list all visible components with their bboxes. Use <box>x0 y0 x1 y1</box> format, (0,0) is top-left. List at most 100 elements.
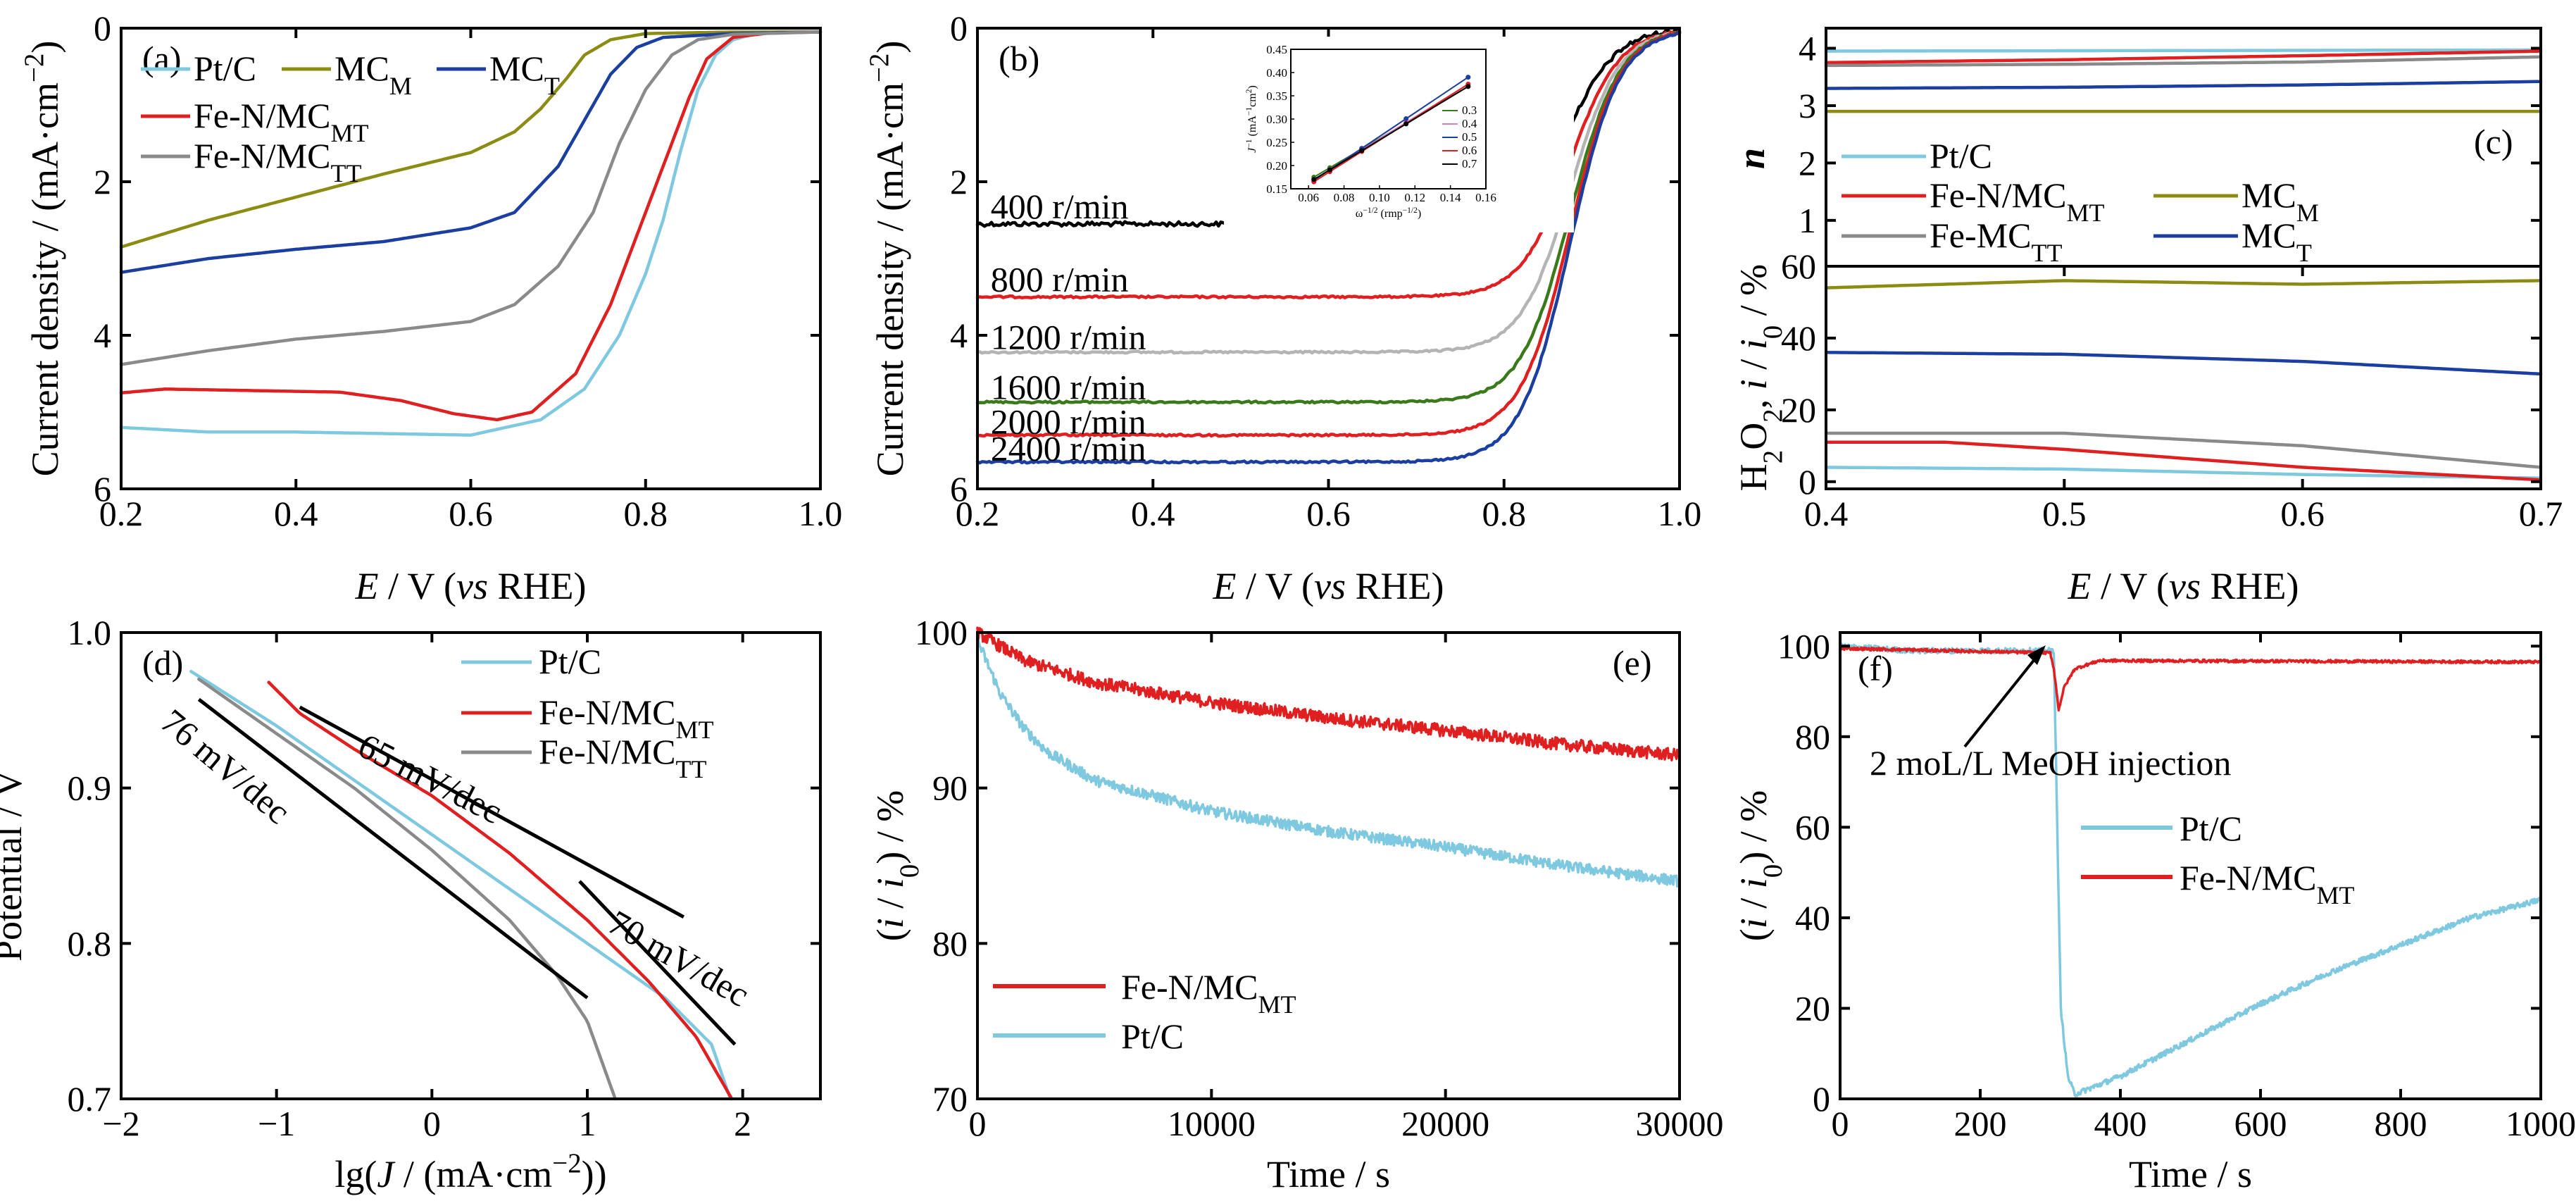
x-tick-label: 400 <box>2094 1104 2147 1143</box>
series-line-h2o2 <box>1824 466 2543 480</box>
y-tick-label: 3 <box>1799 86 1816 125</box>
x-axis-label: Time / s <box>2129 1153 2252 1195</box>
plot-frame <box>120 631 822 1100</box>
series-label: 2000 r/min <box>991 402 1146 441</box>
y-tick-label: 0 <box>94 8 111 48</box>
x-axis-label: Time / s <box>1267 1153 1390 1195</box>
series-line <box>976 626 1681 763</box>
y-axis-label: (i / i0) / % <box>869 790 925 941</box>
series-line-h2o2 <box>1824 440 2543 482</box>
y-tick-label: 90 <box>932 768 968 808</box>
panel-b: 0.2 0.4 0.6 0.8 1.0 0 2 4 6 (b) 400 r/min 800 r/min… <box>864 8 1702 607</box>
y-axis-label: Potential / V <box>0 770 30 962</box>
x-tick-label: 0 <box>423 1104 441 1143</box>
series-line <box>119 30 823 366</box>
series-line <box>119 30 823 274</box>
x-tick-label: 0.7 <box>2519 494 2563 533</box>
legend-label: Pt/C <box>1930 136 1992 175</box>
x-tick-label: 200 <box>1954 1104 2007 1143</box>
x-tick-label: 0.5 <box>2042 494 2087 533</box>
inset-x-tick-label: 0.08 <box>1334 191 1355 204</box>
series-line <box>975 30 1682 405</box>
inset-x-tick-label: 0.06 <box>1298 191 1319 204</box>
x-tick-label: 800 <box>2375 1104 2427 1143</box>
y-axis-label: Current density / (mA·cm−2) <box>864 41 912 477</box>
panel-f: 0 200 400 600 800 1000 0 20 40 60 80 100 (f) 2 moL/L … <box>1732 626 2576 1195</box>
inset-y-tick-label: 0.25 <box>1266 136 1287 149</box>
y-tick-label: 6 <box>94 469 111 509</box>
inset-legend-label: 0.7 <box>1462 157 1477 170</box>
series-line-n <box>1824 55 2543 68</box>
plot-frame <box>976 631 1681 1100</box>
y-tick-label: 0.9 <box>68 768 112 808</box>
x-tick-label: −2 <box>102 1104 139 1143</box>
y-tick-label: 2 <box>950 162 968 201</box>
y-tick-label: 70 <box>932 1079 968 1119</box>
x-tick-label: 0 <box>969 1104 987 1143</box>
series-line <box>197 677 617 1101</box>
inset-legend-label: 0.6 <box>1462 144 1477 157</box>
series-line <box>975 30 1682 465</box>
y-tick-label: 100 <box>1777 626 1830 666</box>
legend-label: Fe-N/MCMT <box>2180 858 2354 909</box>
y-tick-label: 4 <box>950 316 968 355</box>
x-tick-label: 1.0 <box>1658 494 1702 533</box>
y-tick-label: 6 <box>950 469 968 509</box>
x-tick-label: 1000 <box>2506 1104 2576 1143</box>
y-axis-label-top: n <box>1730 148 1772 169</box>
legend-label: Fe-N/MCMT <box>1121 967 1296 1019</box>
legend-label: MCT <box>489 49 560 100</box>
series-line <box>119 30 823 249</box>
y-tick-label: 1.0 <box>68 613 112 652</box>
inset-fit-line <box>1313 85 1469 180</box>
inset-y-tick-label: 0.35 <box>1266 89 1287 103</box>
series-label: 2400 r/min <box>991 429 1146 468</box>
legend-label: Fe-N/MCTT <box>539 732 706 783</box>
series-line-h2o2 <box>1824 351 2543 376</box>
y-tick-label: 20 <box>1795 988 1830 1028</box>
x-tick-label: 0.6 <box>2280 494 2325 533</box>
x-tick-label: 0.2 <box>99 494 144 533</box>
inset-y-tick-label: 0.40 <box>1266 66 1287 80</box>
inset-x-tick-label: 0.16 <box>1475 191 1496 204</box>
panel-label: (a) <box>142 39 182 78</box>
annotation-arrowhead <box>2027 645 2046 665</box>
legend-label: MCM <box>2242 175 2319 227</box>
series-label: 400 r/min <box>991 187 1129 226</box>
inset-point <box>1359 148 1365 154</box>
plot-frame-bottom <box>1825 265 2542 490</box>
x-tick-label: 600 <box>2234 1104 2287 1143</box>
y-tick-label: 4 <box>94 316 111 355</box>
inset-background <box>1224 37 1574 232</box>
x-tick-label: 30000 <box>1636 1104 1724 1143</box>
legend-label: Pt/C <box>194 49 256 88</box>
series-line <box>976 637 1681 888</box>
series-line-h2o2 <box>1824 279 2543 290</box>
x-tick-label: 0.8 <box>624 494 668 533</box>
y-axis-label-bottom: H2O2, i / i0 / % <box>1732 264 1788 491</box>
series-line-n <box>1824 80 2543 90</box>
y-tick-label: 60 <box>1795 807 1830 847</box>
plot-frame <box>1839 631 2542 1100</box>
series-line <box>267 680 734 1101</box>
inset-point <box>1311 177 1317 182</box>
y-axis-label: (i / i0) / % <box>1732 790 1788 941</box>
x-tick-label: 0.8 <box>1482 494 1527 533</box>
x-axis-label: E / V (vs RHE) <box>2068 565 2299 607</box>
inset-y-axis-label: J−1 (mA−1cm2) <box>1245 85 1258 153</box>
inset-x-axis-label: ω−1/2 (rmp−1/2) <box>1356 206 1421 220</box>
x-tick-label: 20000 <box>1401 1104 1489 1143</box>
x-tick-label: 0 <box>1832 1104 1849 1143</box>
y-axis-label: Current density / (mA·cm−2) <box>19 41 67 477</box>
tafel-fit-line <box>299 705 685 919</box>
legend-label: Pt/C <box>539 642 601 681</box>
panel-d: −2 −1 0 1 2 0.7 0.8 0.9 1.0 (d) Pt/C Fe-N/MCMTFe-N/… <box>0 613 822 1195</box>
inset-legend-label: 0.5 <box>1462 130 1477 144</box>
tafel-fit-line <box>578 880 737 1046</box>
legend-label: Fe-N/MCMT <box>194 96 368 147</box>
tafel-fit-line <box>197 697 589 1000</box>
series-label: 1600 r/min <box>991 367 1146 406</box>
y-tick-label: 2 <box>94 162 111 201</box>
series-line <box>119 30 823 422</box>
